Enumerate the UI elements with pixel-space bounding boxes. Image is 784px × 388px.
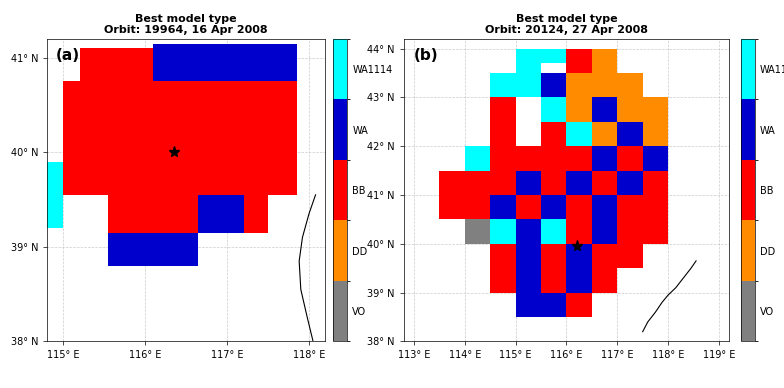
Polygon shape: [592, 171, 617, 195]
Polygon shape: [541, 48, 567, 63]
Polygon shape: [516, 195, 541, 219]
Polygon shape: [516, 73, 541, 97]
Polygon shape: [439, 195, 465, 219]
Polygon shape: [465, 171, 490, 195]
Polygon shape: [567, 195, 592, 219]
Polygon shape: [490, 97, 516, 122]
Polygon shape: [643, 219, 668, 244]
Text: (b): (b): [413, 48, 438, 63]
Polygon shape: [617, 122, 643, 146]
Polygon shape: [490, 146, 516, 171]
Polygon shape: [567, 48, 592, 73]
Polygon shape: [592, 146, 617, 171]
Polygon shape: [541, 244, 567, 268]
Polygon shape: [567, 244, 592, 268]
Polygon shape: [541, 268, 567, 293]
Polygon shape: [541, 146, 567, 171]
Polygon shape: [567, 73, 592, 97]
Polygon shape: [490, 244, 516, 268]
Polygon shape: [516, 171, 541, 195]
Polygon shape: [592, 97, 617, 122]
Polygon shape: [490, 73, 516, 97]
Polygon shape: [617, 171, 643, 195]
Polygon shape: [643, 146, 668, 171]
Polygon shape: [541, 195, 567, 219]
Polygon shape: [108, 233, 198, 266]
Polygon shape: [516, 146, 541, 171]
Polygon shape: [516, 48, 541, 73]
Polygon shape: [80, 48, 154, 81]
Polygon shape: [108, 195, 268, 233]
Polygon shape: [541, 97, 567, 122]
Polygon shape: [617, 219, 643, 244]
Polygon shape: [516, 268, 541, 293]
Polygon shape: [154, 233, 198, 266]
Polygon shape: [617, 244, 643, 268]
Polygon shape: [465, 146, 490, 171]
Polygon shape: [490, 122, 516, 146]
Polygon shape: [541, 73, 567, 97]
Polygon shape: [592, 219, 617, 244]
Polygon shape: [567, 146, 592, 171]
Polygon shape: [154, 43, 296, 81]
Polygon shape: [592, 48, 617, 73]
Text: (a): (a): [56, 48, 79, 63]
Polygon shape: [490, 268, 516, 293]
Polygon shape: [198, 195, 244, 233]
Polygon shape: [567, 122, 592, 146]
Polygon shape: [567, 97, 592, 122]
Polygon shape: [592, 268, 617, 293]
Polygon shape: [516, 219, 541, 244]
Polygon shape: [465, 219, 490, 244]
Polygon shape: [490, 219, 516, 244]
Polygon shape: [541, 219, 567, 244]
Polygon shape: [643, 171, 668, 195]
Polygon shape: [516, 97, 541, 122]
Polygon shape: [643, 97, 668, 122]
Polygon shape: [617, 97, 643, 122]
Polygon shape: [592, 244, 617, 268]
Polygon shape: [64, 81, 80, 195]
Polygon shape: [439, 171, 465, 195]
Polygon shape: [567, 219, 592, 244]
Polygon shape: [567, 293, 592, 317]
Title: Best model type
Orbit: 19964, 16 Apr 2008: Best model type Orbit: 19964, 16 Apr 200…: [104, 14, 268, 35]
Title: Best model type
Orbit: 20124, 27 Apr 2008: Best model type Orbit: 20124, 27 Apr 200…: [485, 14, 648, 35]
Polygon shape: [490, 195, 516, 219]
Polygon shape: [516, 122, 541, 146]
Polygon shape: [541, 171, 567, 195]
Polygon shape: [64, 81, 296, 195]
Polygon shape: [541, 122, 567, 146]
Polygon shape: [567, 171, 592, 195]
Polygon shape: [617, 73, 643, 97]
Polygon shape: [64, 81, 108, 133]
Polygon shape: [108, 233, 154, 266]
Polygon shape: [567, 268, 592, 293]
Polygon shape: [465, 195, 490, 219]
Polygon shape: [541, 293, 567, 317]
Polygon shape: [592, 122, 617, 146]
Polygon shape: [592, 195, 617, 219]
Polygon shape: [34, 162, 64, 228]
Polygon shape: [617, 146, 643, 171]
Polygon shape: [617, 195, 643, 219]
Polygon shape: [198, 195, 244, 233]
Polygon shape: [592, 73, 617, 97]
Polygon shape: [516, 244, 541, 268]
Polygon shape: [490, 171, 516, 195]
Polygon shape: [643, 195, 668, 219]
Polygon shape: [643, 122, 668, 146]
Polygon shape: [516, 293, 541, 317]
